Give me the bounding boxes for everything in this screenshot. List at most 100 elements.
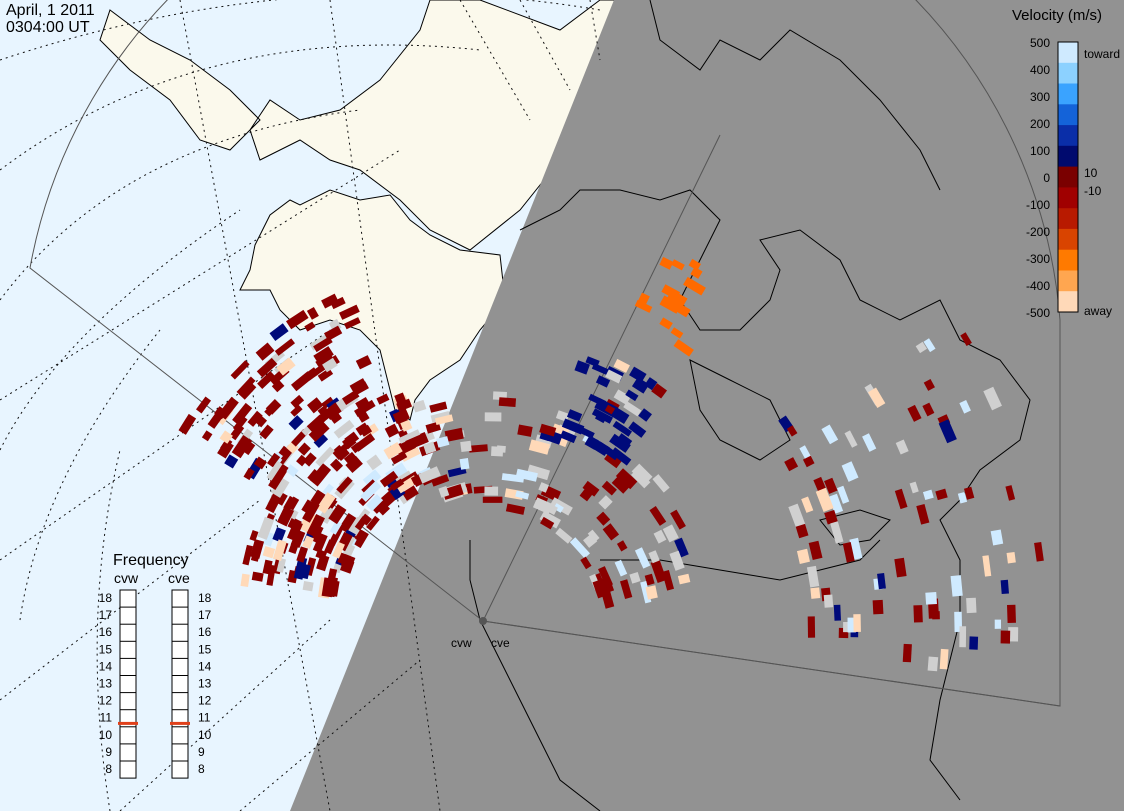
- velocity-cell: [868, 387, 886, 408]
- grid-line: [19, 329, 161, 621]
- velocity-cell: [366, 454, 383, 471]
- velocity-cell: [315, 548, 328, 560]
- frequency-scale-right: 13: [198, 677, 212, 691]
- velocity-cell: [359, 513, 372, 526]
- velocity-cell: [293, 556, 308, 580]
- velocity-cell: [247, 410, 263, 427]
- velocity-cell: [331, 444, 347, 460]
- velocity-cell: [895, 439, 909, 455]
- velocity-cell: [315, 446, 335, 467]
- velocity-cell: [313, 433, 329, 448]
- velocity-cell: [362, 469, 382, 488]
- velocity-cell: [807, 616, 816, 638]
- velocity-cell: [434, 414, 454, 426]
- colorbar-swatch: [1058, 125, 1078, 147]
- velocity-cell: [595, 375, 611, 388]
- velocity-cell: [357, 411, 370, 423]
- velocity-cell: [990, 529, 1004, 546]
- velocity-cell: [938, 419, 957, 444]
- velocity-cell: [276, 557, 287, 573]
- velocity-cell: [604, 404, 616, 415]
- velocity-cell: [786, 425, 798, 437]
- frequency-bars: 18 18 17 17 16 16 15 15 14 14 13 13 12 12 11 11 10 10 9 9 8 8: [99, 589, 212, 779]
- velocity-cell: [610, 447, 632, 466]
- velocity-cell: [242, 544, 254, 566]
- velocity-cell: [459, 458, 470, 470]
- velocity-cell: [353, 433, 376, 452]
- colorbar-tick-label: -10: [1084, 184, 1102, 198]
- velocity-cell: [251, 571, 264, 582]
- velocity-cell: [810, 587, 821, 599]
- velocity-cell: [398, 429, 421, 444]
- velocity-cell: [808, 540, 823, 561]
- velocity-cell: [957, 491, 968, 504]
- velocity-cell: [652, 474, 670, 493]
- velocity-cell: [400, 419, 413, 432]
- alaska-land: [99, 0, 621, 251]
- velocity-cell: [528, 439, 551, 455]
- colorbar-swatch: [1058, 104, 1078, 126]
- velocity-cell: [496, 445, 506, 453]
- velocity-cell: [412, 399, 427, 413]
- velocity-cell: [321, 293, 339, 309]
- velocity-cell: [683, 276, 706, 296]
- velocity-cell: [669, 550, 685, 571]
- velocity-cell: [196, 396, 212, 414]
- velocity-cell: [1006, 551, 1016, 564]
- velocity-cell: [343, 451, 359, 467]
- velocity-cell: [582, 480, 600, 497]
- velocity-cell: [231, 435, 253, 459]
- frequency-scale-left: 16: [99, 625, 113, 639]
- velocity-cell: [670, 327, 684, 339]
- velocity-cell: [249, 530, 259, 542]
- velocity-cell: [615, 433, 633, 449]
- velocity-cell: [482, 496, 503, 503]
- velocity-cell: [806, 565, 820, 588]
- frequency-scale-left: 8: [105, 762, 112, 776]
- velocity-cell: [677, 573, 691, 585]
- velocity-cell: [894, 488, 908, 510]
- frequency-scale-left: 9: [105, 745, 112, 759]
- velocity-cell: [1034, 542, 1044, 562]
- velocity-cell: [438, 485, 450, 498]
- velocity-cell: [662, 524, 679, 543]
- velocity-cell: [555, 527, 573, 544]
- velocity-cell: [377, 503, 391, 516]
- velocity-cell: [959, 626, 967, 648]
- velocity-cell: [339, 304, 360, 320]
- velocity-cell: [505, 503, 526, 515]
- velocity-cell: [309, 463, 332, 487]
- velocity-cell: [907, 404, 922, 422]
- velocity-cell: [830, 521, 844, 544]
- velocity-cell: [598, 495, 613, 510]
- velocity-cell: [296, 546, 309, 563]
- velocity-cell: [613, 389, 631, 405]
- velocity-cell: [645, 585, 658, 600]
- velocity-cell: [1000, 630, 1011, 644]
- velocity-cell: [824, 510, 838, 525]
- velocity-cell: [610, 406, 630, 424]
- velocity-cell: [352, 381, 369, 395]
- frequency-scale-left: 14: [99, 659, 113, 673]
- velocity-cell: [460, 440, 472, 453]
- velocity-cell: [1005, 485, 1016, 501]
- grid-line: [0, 149, 401, 401]
- velocity-cell: [484, 412, 502, 422]
- velocity-cell: [296, 454, 308, 467]
- velocity-cell: [515, 468, 538, 482]
- velocity-cell: [269, 463, 289, 486]
- velocity-cell: [833, 604, 842, 621]
- north-america-outline: [469, 0, 1031, 811]
- velocity-cell: [333, 419, 355, 439]
- velocity-cell: [837, 485, 850, 504]
- frequency-scale-left: 10: [99, 728, 113, 742]
- velocity-cell: [659, 256, 674, 270]
- velocity-cell: [574, 360, 590, 375]
- velocity-cell: [515, 490, 530, 500]
- frequency-scale-left: 17: [99, 608, 113, 622]
- velocity-cell: [436, 436, 450, 448]
- colorbar-tick-label: 0: [1043, 171, 1050, 185]
- radar-velocity-cells: [178, 256, 1044, 672]
- velocity-cell: [342, 435, 357, 450]
